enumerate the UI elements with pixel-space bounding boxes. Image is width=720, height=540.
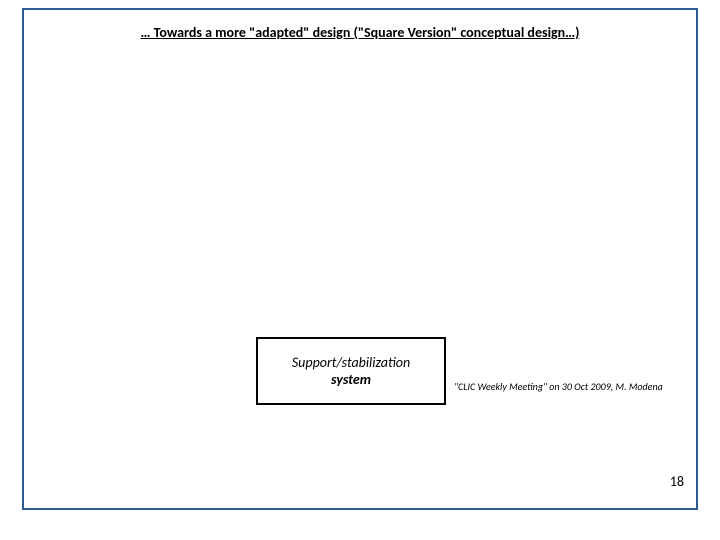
box-line2: system [331, 371, 371, 388]
slide-title: … Towards a more "adapted" design ("Squa… [24, 24, 696, 41]
box-line1: Support/stabilization [292, 354, 410, 371]
page-number: 18 [670, 473, 684, 490]
slide-frame: … Towards a more "adapted" design ("Squa… [22, 8, 698, 510]
citation-text: "CLIC Weekly Meeting" on 30 Oct 2009, M.… [454, 380, 663, 393]
support-stabilization-box: Support/stabilization system [256, 337, 446, 405]
